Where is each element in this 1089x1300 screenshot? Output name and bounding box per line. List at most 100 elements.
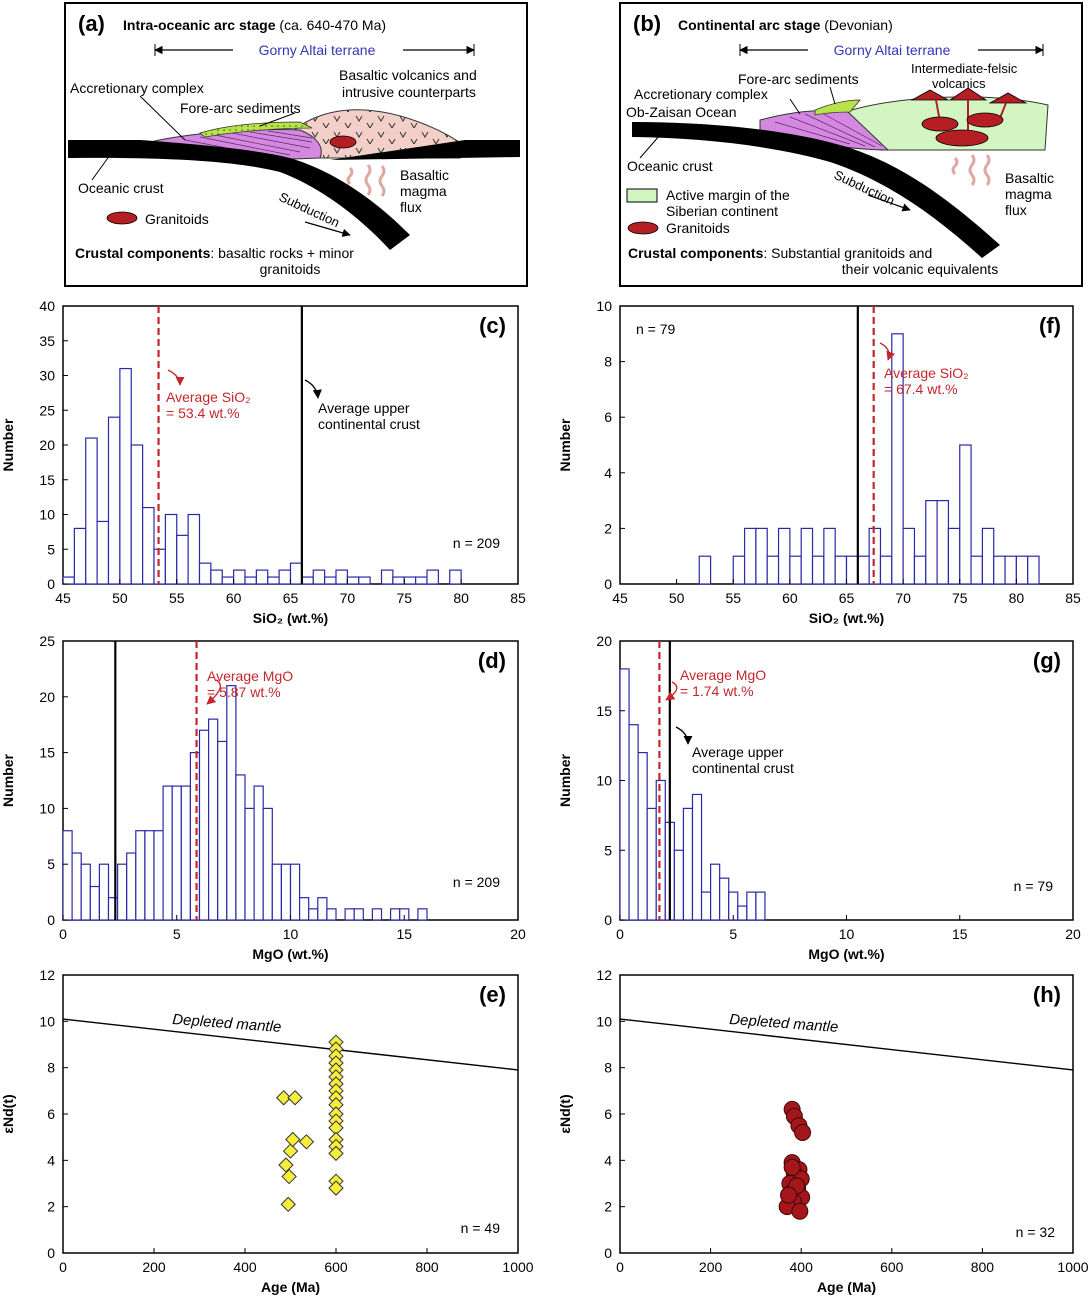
chart-e-point (328, 1145, 344, 1162)
crustal-components-a-2: granitoids (260, 261, 321, 277)
chart-f-bar (1015, 555, 1029, 585)
label-active-margin-1: Active margin of the (666, 187, 790, 203)
crustal-components-a-1: Crustal components: basaltic rocks + min… (75, 245, 354, 261)
chart-f-bar (993, 555, 1006, 585)
chart-h-ytick-label: 2 (604, 1199, 612, 1215)
chart-f-bar (981, 527, 995, 585)
chart-c-bar (85, 437, 98, 585)
oceanic-crust-slab (68, 140, 410, 250)
chart-f-xtick-label: 75 (952, 590, 968, 606)
chart-c-bar (130, 444, 144, 585)
chart-d-bar (62, 830, 73, 921)
chart-f-bar (732, 555, 746, 585)
chart-e-point (278, 1157, 294, 1173)
chart-e-ytick-label: 10 (39, 1013, 55, 1029)
granitoid-body-b-3 (935, 129, 989, 147)
chart-f-bar (834, 555, 848, 585)
label-forearc-b: Fore-arc sediments (738, 71, 859, 87)
chart-c-ucc-label-2: continental crust (318, 416, 420, 432)
chart-h-point (791, 1202, 809, 1220)
chart-c-ytick-label: 20 (39, 437, 55, 453)
active-margin-legend-swatch (626, 188, 658, 203)
chart-f-xtick-label: 60 (782, 590, 798, 606)
chart-h-ytick-label: 10 (596, 1013, 612, 1029)
chart-c-xtick-label: 80 (453, 590, 469, 606)
chart-d-bar (189, 751, 201, 921)
chart-h-ylabel: εNd(t) (557, 1094, 573, 1133)
chart-h-point (783, 1158, 801, 1176)
chart-d-xtick-label: 15 (396, 926, 412, 942)
chart-e-ytick-label: 4 (47, 1152, 55, 1168)
chart-e-point (282, 1143, 299, 1159)
chart-f-ytick-label: 4 (604, 465, 612, 481)
chart-c-xtick-label: 70 (340, 590, 356, 606)
chart-h-ytick-label: 8 (604, 1060, 612, 1076)
chart-h-point (780, 1186, 798, 1204)
terrane-label-bg (233, 41, 403, 59)
forearc-sediments-b (814, 99, 861, 116)
chart-d-xlabel: MgO (wt.%) (252, 946, 328, 962)
chart-e-xtick-label: 800 (415, 1259, 439, 1275)
chart-e-point (285, 1131, 301, 1148)
terrane-label-b: Gorny Altai terrane (834, 42, 951, 58)
chart-d-bar (353, 908, 364, 921)
chart-g-bar (700, 891, 712, 921)
chart-c-xtick-label: 50 (112, 590, 128, 606)
granitoid-body-b-1 (921, 116, 959, 132)
chart-c-bar (62, 576, 75, 585)
chart-f-ytick-label: 10 (596, 298, 612, 314)
chart-d-ytick-label: 25 (39, 633, 55, 649)
chart-g-ytick-label: 15 (596, 703, 612, 719)
chart-f-bar (857, 555, 870, 585)
chart-f-ytick-label: 0 (604, 576, 612, 592)
chart-d-bar (326, 908, 337, 921)
chart-f-ytick-label: 8 (604, 354, 612, 370)
chart-d-bar (89, 885, 101, 921)
chart-f-panel-label: (f) (1039, 313, 1061, 338)
chart-f-average-arrow (879, 342, 896, 361)
chart-g-bar (682, 807, 694, 921)
chart-d-bar (308, 908, 319, 921)
chart-e-panel-label: (e) (479, 982, 506, 1007)
chart-f-bar (868, 527, 882, 585)
overriding-plate-right (330, 140, 520, 160)
chart-f-ytick-label: 6 (604, 409, 612, 425)
chart-c-bar (255, 569, 269, 585)
chart-e-point (298, 1134, 315, 1150)
chart-e-point (275, 1090, 292, 1106)
chart-g-bar (673, 849, 685, 921)
label-granitoids-b: Granitoids (666, 220, 730, 236)
chart-c-ucc-arrow (304, 379, 322, 399)
leader-forearc (259, 112, 296, 127)
chart-d-average-arrow (206, 679, 221, 705)
chart-c-bar (324, 576, 337, 585)
chart-f-bar (823, 527, 836, 585)
chart-d-bar (80, 863, 91, 921)
chart-g-ytick-label: 10 (596, 773, 612, 789)
chart-g-ylabel: Number (557, 754, 573, 807)
chart-g-ytick-label: 0 (604, 912, 612, 928)
chart-e-ytick-label: 0 (47, 1245, 55, 1261)
chart-d-ytick-label: 10 (39, 800, 55, 816)
chart-d-bar (144, 830, 155, 921)
chart-c-xtick-label: 45 (55, 590, 71, 606)
chart-g-average-label-1: Average MgO (680, 667, 766, 683)
chart-f-average-label-1: Average SiO₂ (884, 365, 969, 381)
chart-c-bar (380, 569, 394, 585)
chart-d-bar (162, 785, 173, 921)
chart-g-average-label-2: = 1.74 wt.% (680, 683, 754, 699)
chart-f-bar (959, 444, 972, 585)
chart-d-bar (289, 863, 301, 921)
chart-h-ytick-label: 4 (604, 1152, 612, 1168)
chart-e-point (280, 1196, 296, 1213)
granitoid-legend-symbol-a (106, 211, 138, 225)
chart-g-bar (719, 877, 730, 921)
chart-d-average-label-1: Average MgO (207, 668, 293, 684)
chart-f-bar (902, 527, 916, 585)
chart-f-bar (1004, 555, 1017, 585)
chart-d-bar (271, 863, 282, 921)
chart-c-xtick-label: 60 (226, 590, 242, 606)
magma-flux-a-2 (364, 164, 372, 196)
chart-d-bar (371, 908, 383, 921)
